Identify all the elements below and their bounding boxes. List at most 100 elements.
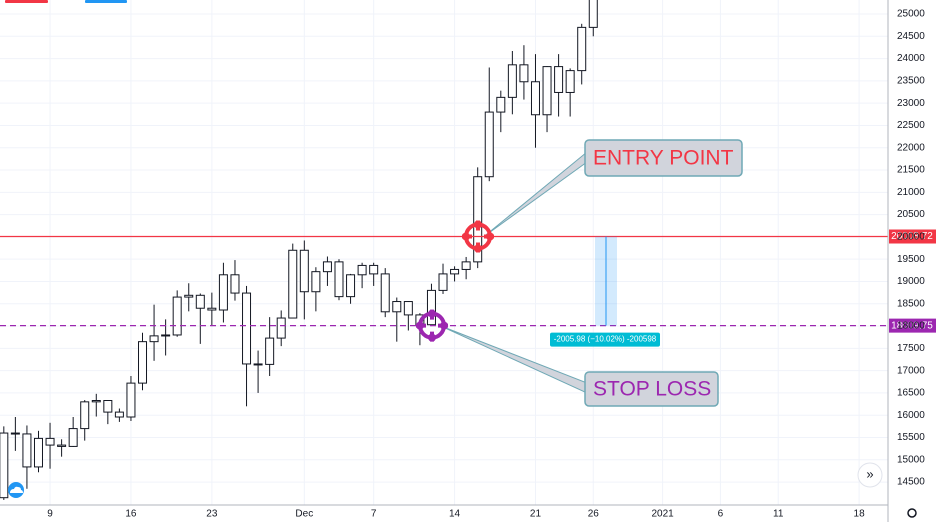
- level-price-box: [889, 318, 936, 333]
- callout-box: [584, 139, 743, 177]
- y-tick-label: 23500: [897, 76, 925, 87]
- candle-body: [114, 411, 124, 418]
- settings-button[interactable]: [907, 508, 917, 518]
- x-tick-label: 11: [773, 509, 784, 520]
- candle-body: [253, 363, 263, 366]
- candle-body: [311, 271, 321, 293]
- candle-body: [542, 66, 552, 116]
- x-tick-label: 26: [588, 509, 600, 520]
- candle-body: [184, 294, 194, 298]
- measure-box: [550, 332, 660, 347]
- svg-text:»: »: [866, 466, 873, 481]
- candle-body: [380, 273, 390, 313]
- candles: [0, 0, 598, 500]
- y-tick-label: 14500: [897, 477, 925, 488]
- candle-body: [346, 274, 356, 298]
- y-tick-label: 18000: [897, 321, 925, 332]
- y-tick-label: 21000: [897, 187, 925, 198]
- callout-box: [584, 371, 719, 407]
- candle-body: [103, 400, 113, 413]
- y-tick-label: 20000: [897, 232, 925, 243]
- x-tick-label: 2021: [651, 509, 674, 520]
- candle-body: [80, 401, 90, 430]
- candle-body: [276, 317, 286, 339]
- candle-body: [161, 334, 171, 337]
- x-tick-label: 23: [206, 509, 218, 520]
- x-tick-label: Dec: [295, 509, 313, 520]
- candle-body: [392, 301, 402, 313]
- target-icon-knob: [474, 220, 482, 229]
- candle-body: [0, 432, 9, 499]
- y-tick-label: 19500: [897, 254, 925, 265]
- measure-label: -2005.98 (−10.02%) -200598: [554, 335, 657, 344]
- target-icon-knob: [416, 321, 424, 330]
- candle-body: [207, 307, 217, 311]
- y-tick-label: 22500: [897, 120, 925, 131]
- candle-body: [218, 274, 228, 311]
- y-tick-label: 17500: [897, 343, 925, 354]
- candle-body: [322, 261, 332, 273]
- callout-text: STOP LOSS: [593, 378, 711, 401]
- candle-body: [530, 81, 540, 116]
- candle-body: [334, 261, 344, 298]
- candle-body: [138, 341, 148, 384]
- target-icon-knob: [440, 321, 448, 330]
- candle-body: [461, 261, 471, 270]
- candle-body: [149, 335, 159, 343]
- candle-body: [438, 273, 448, 291]
- y-tick-label: 23000: [897, 98, 925, 109]
- candle-body: [10, 432, 20, 435]
- target-icon-knob: [486, 232, 494, 241]
- x-tick-label: 7: [371, 509, 377, 520]
- candle-body: [230, 274, 240, 294]
- y-tick-label: 21500: [897, 165, 925, 176]
- candle-body: [57, 444, 67, 447]
- candle-body: [242, 292, 252, 365]
- candle-body: [33, 437, 43, 468]
- level-price-label: 20008.72: [891, 231, 933, 242]
- candle-body: [450, 268, 460, 275]
- candle-body: [473, 176, 483, 263]
- grid: [0, 0, 888, 505]
- candle-body: [265, 337, 275, 365]
- toolbar-button[interactable]: [5, 0, 48, 3]
- callout-text: ENTRY POINT: [593, 147, 734, 170]
- overlay: 20008.72 18009.75 -2005.98 (−10.02%) -2005…: [0, 139, 936, 407]
- candle-body: [22, 433, 32, 468]
- target-icon-knob: [428, 333, 436, 342]
- x-tick-label: 9: [47, 509, 53, 520]
- toolbar-button[interactable]: [85, 0, 127, 3]
- candle-body: [403, 301, 413, 316]
- candle-body: [565, 70, 575, 93]
- x-tick-label: 18: [854, 509, 866, 520]
- candle-body: [299, 249, 309, 293]
- candle-body: [195, 294, 205, 309]
- candle-body: [172, 296, 182, 336]
- y-tick-label: 15500: [897, 432, 925, 443]
- y-tick-label: 16500: [897, 388, 925, 399]
- candle-body: [588, 0, 598, 28]
- x-tick-label: 6: [718, 509, 724, 520]
- candle-body: [126, 382, 136, 418]
- level-price-box: [889, 229, 936, 244]
- candle-body: [68, 428, 78, 447]
- candle-body: [519, 64, 529, 83]
- y-tick-label: 15000: [897, 454, 925, 465]
- x-tick-label: 16: [125, 509, 137, 520]
- candle-body: [91, 400, 101, 403]
- y-tick-label: 16000: [897, 410, 925, 421]
- scroll-button[interactable]: »: [857, 462, 883, 488]
- level-price-label: 18009.75: [891, 320, 933, 331]
- x-tick-label: 21: [530, 509, 542, 520]
- target-icon-knob: [462, 232, 470, 241]
- y-tick-label: 24500: [897, 31, 925, 42]
- candle-body: [45, 437, 55, 446]
- y-tick-label: 19000: [897, 276, 925, 287]
- candle-body: [577, 26, 587, 72]
- y-tick-label: 25000: [897, 9, 925, 20]
- candle-body: [426, 289, 436, 326]
- candle-body: [357, 264, 367, 276]
- candle-body: [554, 66, 564, 93]
- candle-body: [507, 64, 517, 98]
